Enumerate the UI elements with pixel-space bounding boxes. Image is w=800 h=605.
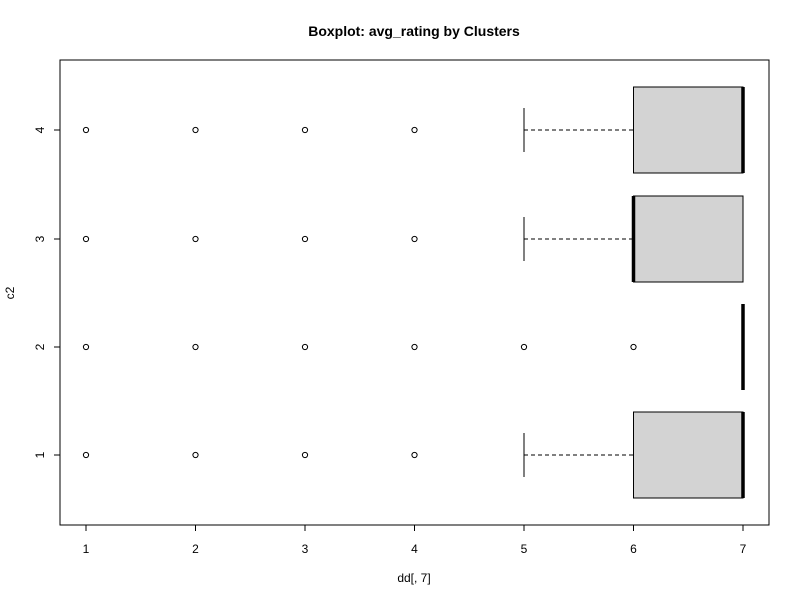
x-tick-label-2: 2 bbox=[192, 542, 199, 556]
x-tick-label-5: 5 bbox=[521, 542, 528, 556]
chart-marks: 1 2 3 4 5 6 7 1 2 3 4 bbox=[33, 86, 747, 556]
x-tick-label-4: 4 bbox=[411, 542, 418, 556]
box-3-outlier-2 bbox=[192, 235, 199, 243]
box-4-outlier-1 bbox=[82, 126, 90, 134]
box-2-outlier-5 bbox=[520, 343, 528, 351]
box-3-outlier-4 bbox=[411, 235, 418, 243]
x-tick-label-6: 6 bbox=[630, 542, 637, 556]
box-1-outlier-3 bbox=[301, 451, 309, 459]
box-3-body bbox=[633, 195, 744, 283]
chart-title: Boxplot: avg_rating by Clusters bbox=[308, 23, 520, 39]
box-2-outlier-4 bbox=[411, 343, 418, 351]
box-2-outlier-2 bbox=[192, 343, 199, 351]
box-1-body bbox=[633, 411, 744, 499]
y-tick-label-1: 1 bbox=[33, 451, 47, 458]
y-tick-label-4: 4 bbox=[33, 126, 47, 133]
box-1-outlier-1 bbox=[82, 451, 90, 459]
box-4-outlier-3 bbox=[301, 126, 309, 134]
box-2-outlier-6 bbox=[630, 343, 637, 351]
box-4-body bbox=[633, 86, 744, 174]
y-tick-label-3: 3 bbox=[33, 235, 47, 242]
box-1-outlier-4 bbox=[411, 451, 418, 459]
box-2-outlier-3 bbox=[301, 343, 309, 351]
box-4-outlier-2 bbox=[192, 126, 199, 134]
box-3-outlier-1 bbox=[82, 235, 90, 243]
box-2-outlier-1 bbox=[82, 343, 90, 351]
x-tick-label-7: 7 bbox=[740, 542, 747, 556]
x-tick-label-1: 1 bbox=[83, 542, 90, 556]
y-axis-label: c2 bbox=[3, 286, 17, 299]
box-1-outlier-2 bbox=[192, 451, 199, 459]
y-tick-label-2: 2 bbox=[33, 343, 47, 350]
x-axis-label: dd[, 7] bbox=[397, 571, 430, 585]
box-3-outlier-3 bbox=[301, 235, 309, 243]
box-4-outlier-4 bbox=[411, 126, 418, 134]
x-tick-label-3: 3 bbox=[302, 542, 309, 556]
